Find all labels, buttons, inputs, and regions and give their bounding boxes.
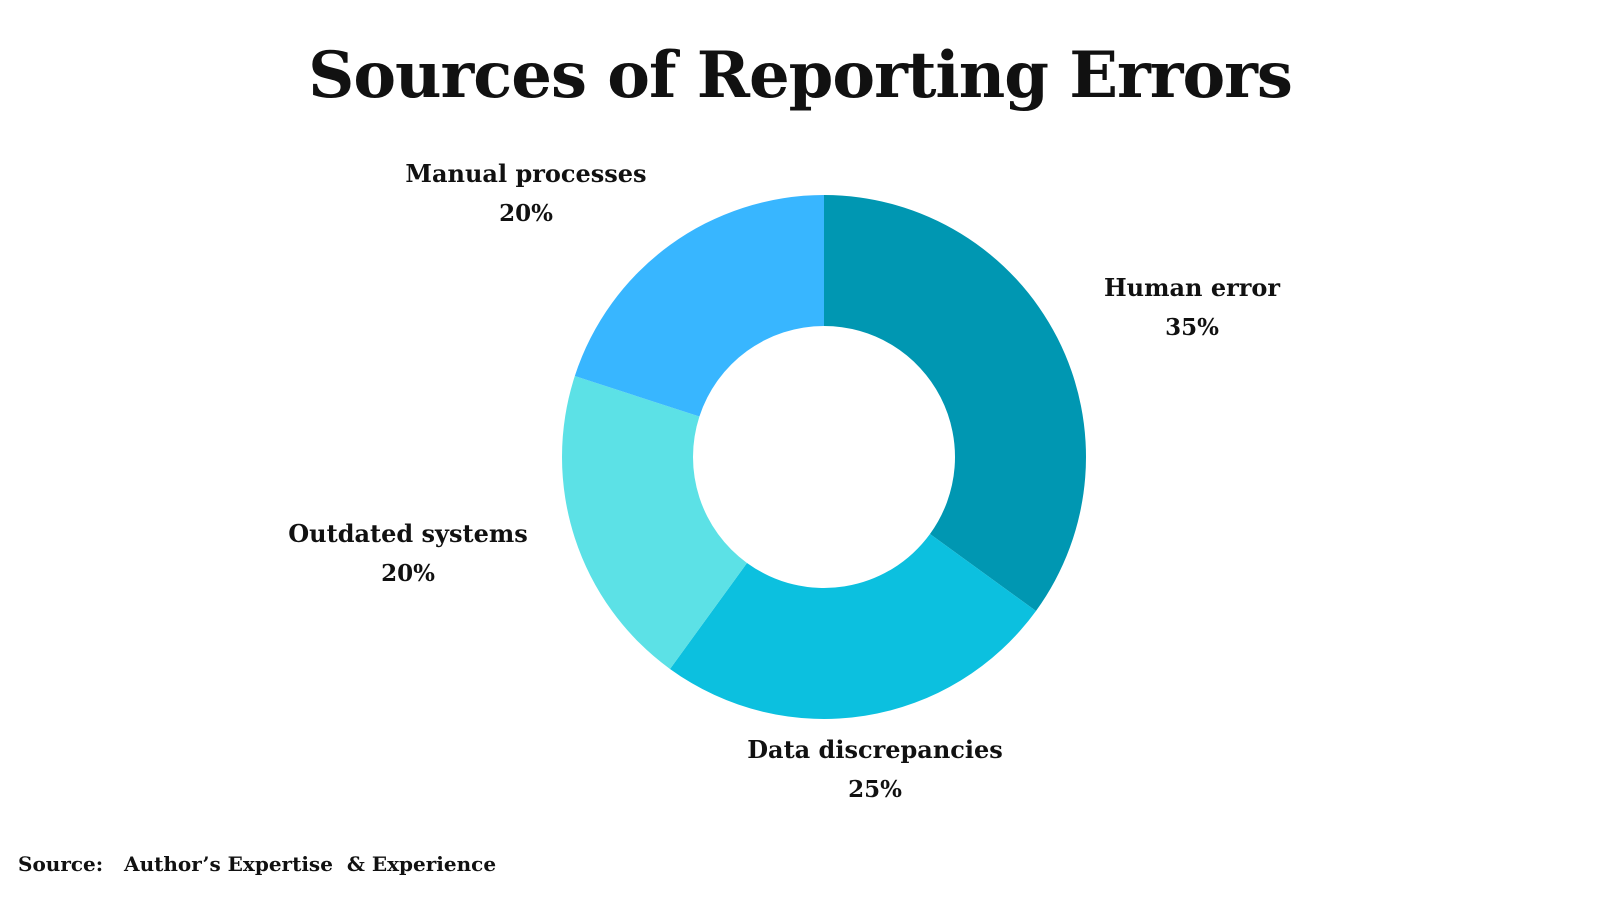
slice-label-manual-processes: Manual processes	[405, 159, 646, 188]
slice-human-error	[824, 195, 1086, 611]
slice-manual-processes	[574, 195, 824, 417]
slice-value-manual-processes: 20%	[499, 200, 553, 227]
donut-slices	[562, 195, 1086, 720]
slice-value-human-error: 35%	[1165, 314, 1219, 341]
source-note: Source: Author’s Expertise & Experience	[18, 852, 496, 876]
slice-label-human-error: Human error	[1104, 273, 1280, 302]
slice-value-outdated-systems: 20%	[381, 560, 435, 587]
slice-value-data-discrepancies: 25%	[848, 776, 902, 803]
slice-outdated-systems	[562, 376, 748, 669]
chart-title: Sources of Reporting Errors	[308, 38, 1293, 113]
slice-label-outdated-systems: Outdated systems	[288, 519, 528, 548]
slice-labels: Human error 35% Data discrepancies 25% Outda…	[288, 159, 1280, 803]
slice-label-data-discrepancies: Data discrepancies	[747, 735, 1003, 764]
slice-data-discrepancies	[670, 533, 1036, 720]
source-text: Author’s Expertise & Experience	[124, 852, 497, 876]
source-label: Source:	[18, 852, 104, 876]
